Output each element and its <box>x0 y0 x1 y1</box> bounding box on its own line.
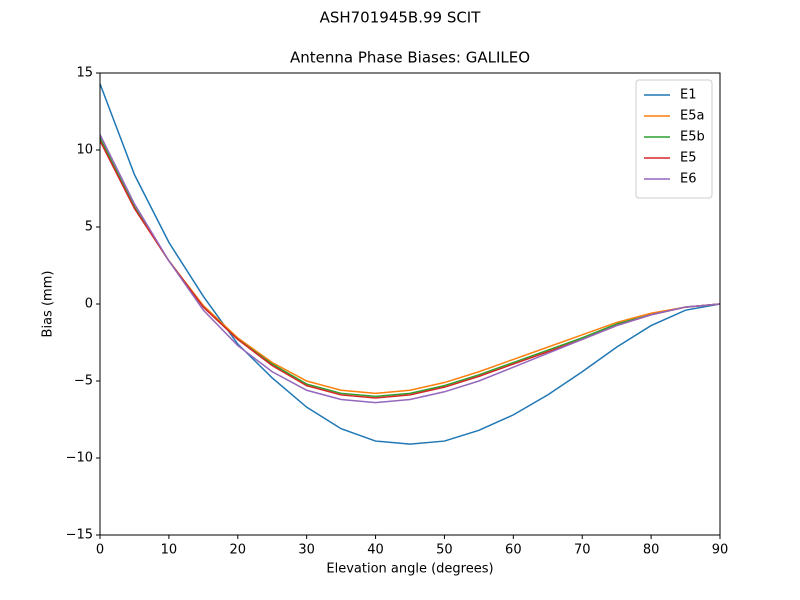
x-tick-label: 0 <box>96 543 104 558</box>
y-tick-label: −5 <box>74 374 93 389</box>
legend-box <box>635 79 713 199</box>
x-tick-label: 30 <box>298 543 315 558</box>
x-tick-label: 70 <box>574 543 591 558</box>
legend-label: E5a <box>680 109 704 124</box>
y-tick-label: 0 <box>85 297 93 312</box>
x-tick-label: 20 <box>230 543 247 558</box>
legend-label: E5b <box>680 130 705 145</box>
x-tick-label: 80 <box>643 543 660 558</box>
y-axis-label: Bias (mm) <box>41 271 56 338</box>
x-tick-label: 90 <box>712 543 729 558</box>
legend-label: E6 <box>680 172 697 187</box>
legend-label: E5 <box>680 151 697 166</box>
line <box>99 138 721 395</box>
line <box>99 83 721 445</box>
plot-frame <box>99 72 721 536</box>
chart-title: Antenna Phase Biases: GALILEO <box>290 49 530 67</box>
x-tick-label: 60 <box>505 543 522 558</box>
x-axis-label: Elevation angle (degrees) <box>326 562 493 577</box>
line <box>99 134 721 404</box>
x-tick-label: 40 <box>367 543 384 558</box>
y-tick-label: −10 <box>66 451 93 466</box>
y-tick-label: 5 <box>85 220 93 235</box>
suptitle: ASH701945B.99 SCIT <box>320 9 482 27</box>
y-tick-label: −15 <box>66 528 93 543</box>
legend-label: E1 <box>680 88 697 103</box>
y-tick-label: 10 <box>76 143 93 158</box>
x-tick-label: 10 <box>161 543 178 558</box>
y-tick-label: 15 <box>76 66 93 81</box>
x-tick-label: 50 <box>436 543 453 558</box>
